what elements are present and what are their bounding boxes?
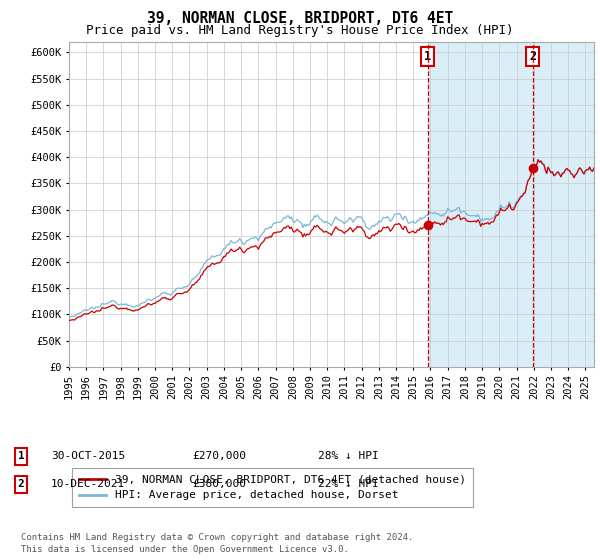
Text: 39, NORMAN CLOSE, BRIDPORT, DT6 4ET: 39, NORMAN CLOSE, BRIDPORT, DT6 4ET — [147, 11, 453, 26]
Bar — [428, 42, 594, 367]
Text: 1: 1 — [17, 451, 25, 461]
Legend: 39, NORMAN CLOSE, BRIDPORT, DT6 4ET (detached house), HPI: Average price, detach: 39, NORMAN CLOSE, BRIDPORT, DT6 4ET (det… — [72, 468, 473, 507]
Text: 30-OCT-2015: 30-OCT-2015 — [51, 451, 125, 461]
Text: 22% ↓ HPI: 22% ↓ HPI — [318, 479, 379, 489]
Text: 10-DEC-2021: 10-DEC-2021 — [51, 479, 125, 489]
Text: Contains HM Land Registry data © Crown copyright and database right 2024.
This d: Contains HM Land Registry data © Crown c… — [21, 533, 413, 554]
Text: £270,000: £270,000 — [192, 451, 246, 461]
Text: 2: 2 — [529, 50, 536, 63]
Text: 28% ↓ HPI: 28% ↓ HPI — [318, 451, 379, 461]
Text: £380,000: £380,000 — [192, 479, 246, 489]
Text: Price paid vs. HM Land Registry's House Price Index (HPI): Price paid vs. HM Land Registry's House … — [86, 24, 514, 37]
Text: 2: 2 — [17, 479, 25, 489]
Text: 1: 1 — [424, 50, 431, 63]
